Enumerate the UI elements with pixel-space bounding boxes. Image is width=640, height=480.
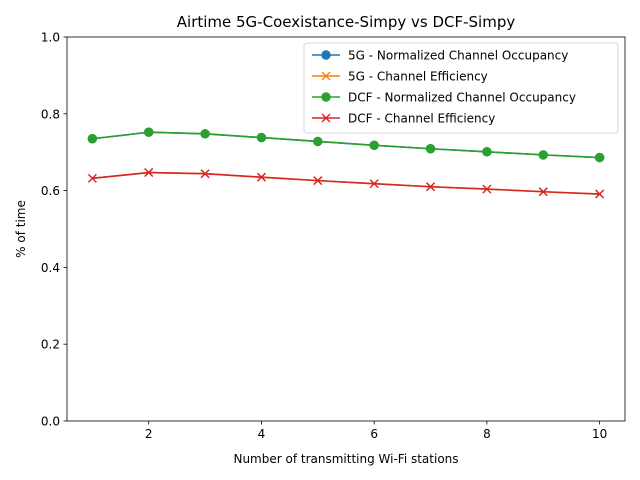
x-tick-label: 4 bbox=[258, 427, 266, 441]
data-point bbox=[200, 129, 210, 139]
y-tick-label: 0.0 bbox=[41, 415, 60, 429]
plot-area: 2 4 6 8 10 0.0 0.2 0.4 0.6 0.8 1.0 bbox=[41, 31, 626, 441]
data-point bbox=[313, 136, 323, 147]
legend-label: 5G - Normalized Channel Occupancy bbox=[348, 49, 568, 63]
data-point bbox=[313, 176, 323, 186]
data-point bbox=[594, 152, 605, 163]
data-point bbox=[595, 189, 605, 199]
legend-entry: 5G - Normalized Channel Occupancy bbox=[312, 49, 568, 63]
legend-marker bbox=[321, 50, 331, 60]
series-line bbox=[92, 131, 600, 159]
series-2 bbox=[87, 127, 605, 163]
legend-label: DCF - Channel Efficiency bbox=[348, 112, 495, 126]
data-point bbox=[369, 179, 379, 189]
y-tick-label: 0.6 bbox=[41, 184, 60, 198]
data-point bbox=[482, 184, 492, 194]
data-point bbox=[256, 132, 267, 143]
x-tick-label: 10 bbox=[592, 427, 607, 441]
y-tick-label: 1.0 bbox=[41, 31, 60, 45]
legend-entry: DCF - Channel Efficiency bbox=[312, 112, 495, 126]
legend-marker bbox=[321, 71, 331, 81]
legend-entry: DCF - Normalized Channel Occupancy bbox=[312, 91, 576, 105]
data-point bbox=[482, 147, 492, 157]
data-point bbox=[369, 140, 379, 150]
legend-marker bbox=[321, 113, 331, 123]
legend-label: 5G - Channel Efficiency bbox=[348, 70, 488, 84]
data-point bbox=[144, 127, 154, 137]
y-tick-label: 0.4 bbox=[41, 261, 60, 275]
axes-frame bbox=[66, 36, 626, 422]
data-point bbox=[87, 134, 98, 144]
series-3 bbox=[87, 168, 605, 199]
legend: 5G - Normalized Channel Occupancy 5G - Ch… bbox=[303, 42, 619, 134]
x-tick-label: 8 bbox=[483, 427, 491, 441]
data-point bbox=[144, 168, 154, 178]
y-tick-label: 0.2 bbox=[41, 338, 60, 352]
y-axis-ticks: 0.0 0.2 0.4 0.6 0.8 1.0 bbox=[41, 31, 67, 429]
y-axis-label: % of time bbox=[14, 200, 28, 258]
series-layer bbox=[87, 127, 605, 199]
legend-marker bbox=[321, 92, 331, 102]
legend-box bbox=[303, 42, 619, 134]
chart-title: Airtime 5G-Coexistance-Simpy vs DCF-Simp… bbox=[177, 13, 516, 31]
data-point bbox=[200, 169, 210, 179]
data-point bbox=[538, 150, 548, 160]
legend-entry: 5G - Channel Efficiency bbox=[312, 70, 488, 84]
x-tick-label: 6 bbox=[370, 427, 378, 441]
x-tick-label: 2 bbox=[145, 427, 153, 441]
data-point bbox=[256, 172, 266, 182]
series-line bbox=[92, 171, 600, 195]
legend-label: DCF - Normalized Channel Occupancy bbox=[348, 91, 576, 105]
x-axis-label: Number of transmitting Wi-Fi stations bbox=[233, 452, 458, 466]
data-point bbox=[426, 182, 436, 192]
data-point bbox=[538, 187, 548, 197]
data-point bbox=[425, 144, 436, 154]
y-tick-label: 0.8 bbox=[41, 107, 60, 121]
data-point bbox=[87, 173, 97, 183]
x-axis-ticks: 2 4 6 8 10 bbox=[145, 421, 607, 441]
